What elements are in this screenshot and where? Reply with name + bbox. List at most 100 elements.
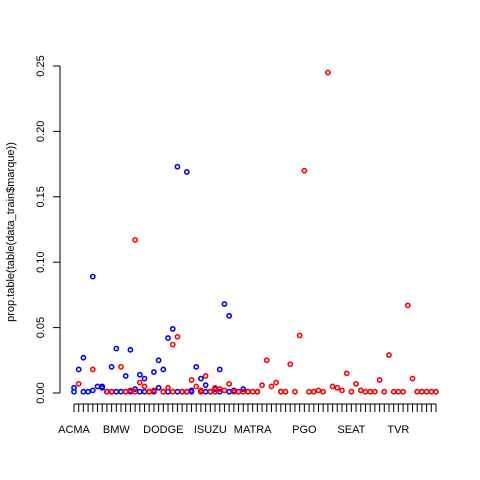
y-tick-label: 0.15 [35,186,47,207]
data-point-red [306,388,312,395]
data-point-red [188,377,195,383]
data-point-red [409,375,416,382]
data-point-red [207,388,214,395]
data-point-red [174,333,181,340]
data-point-red [235,388,242,395]
data-point-red [263,357,270,364]
data-point-red [277,388,284,395]
data-point-red [245,388,251,395]
data-point-blue [113,345,120,352]
data-point-blue [136,388,143,395]
data-point-blue [71,388,77,395]
data-point-red [198,388,204,395]
data-point-red [165,384,171,391]
data-point-red [141,383,148,390]
x-tick-label: BMW [103,424,131,436]
data-point-red [390,388,397,395]
y-tick-label: 0.20 [35,121,47,142]
data-point-red [249,388,256,395]
data-point-red [118,363,124,370]
data-point-red [282,388,289,395]
data-point-red [362,388,369,395]
data-point-red [353,380,359,387]
data-point-red [169,341,176,348]
data-point-red [296,332,303,339]
data-point-red [386,352,392,358]
data-point-blue [85,388,92,395]
data-point-blue [132,386,139,392]
data-point-blue [89,273,96,280]
data-point-blue [141,375,148,382]
data-point-red [376,377,383,383]
data-point-blue [118,388,124,395]
data-point-blue [151,369,157,375]
data-point-red [108,388,115,395]
data-point-blue [136,371,143,378]
data-point-blue [202,382,209,389]
data-point-blue [174,163,181,170]
data-point-red [259,382,265,389]
data-point-blue [221,301,228,307]
data-point-red [89,366,96,373]
data-point-blue [141,388,148,395]
x-tick-label: ISUZU [194,424,227,436]
data-point-red [193,383,200,390]
data-point-blue [155,357,162,364]
x-tick-label: ACMA [58,424,90,436]
y-tick-label: 0.25 [35,55,47,76]
data-point-red [400,388,406,395]
data-point-red [329,383,336,390]
data-point-blue [113,388,120,395]
data-point-red [301,167,308,174]
data-point-red [433,388,439,395]
data-point-blue [122,373,129,379]
data-point-red [404,302,411,309]
data-point-red [315,387,322,394]
data-point-red [179,388,186,395]
data-point-red [357,387,364,394]
axes: 0.00 0.05 0.10 0.15 0.20 0.25 ACMA BMW DODGE ISUZ… [35,55,437,436]
data-point-blue [127,346,134,353]
x-tick-label: SEAT [337,424,365,436]
data-point-blue [240,386,247,392]
y-tick-label: 0.05 [35,317,47,338]
x-tick-label: PGO [292,424,317,436]
data-point-blue [94,383,101,390]
data-point-blue [75,366,82,373]
data-point-red [292,388,298,395]
data-point-red [423,388,430,395]
data-point-red [367,388,374,395]
y-tick-label: 0.10 [35,251,47,272]
data-point-red [146,388,153,395]
data-point-blue [193,363,200,370]
data-point-red [324,69,331,76]
data-point-blue [99,383,106,390]
data-point-red [212,388,218,395]
data-point-red [75,380,82,387]
data-point-red [339,387,345,394]
data-point-red [334,384,341,391]
data-point-blue [174,388,181,395]
data-point-red [122,388,129,395]
data-point-red [127,387,134,394]
data-point-red [428,388,435,395]
data-point-red [202,373,209,379]
data-point-red [132,237,139,243]
x-tick-label: TVR [387,424,409,436]
data-point-red [136,379,143,386]
data-point-red [414,388,421,395]
data-points [71,69,439,395]
data-point-blue [108,363,115,370]
data-point-red [371,388,378,395]
data-point-blue [216,366,223,373]
data-point-blue [155,384,162,391]
x-tick-label: MATRA [234,424,272,436]
data-point-red [381,388,388,395]
y-tick-label: 0.00 [35,382,47,403]
data-point-red [395,388,402,395]
data-point-red [183,388,190,395]
data-point-red [268,383,275,390]
data-point-red [273,379,280,386]
data-point-red [287,361,294,368]
